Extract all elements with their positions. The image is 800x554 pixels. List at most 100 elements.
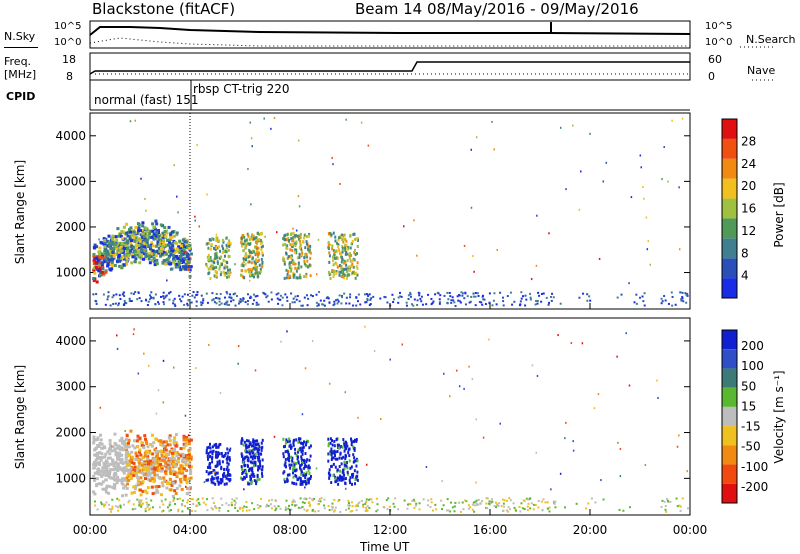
- velocity-echo: [102, 503, 105, 506]
- power-echo: [257, 258, 260, 262]
- velocity-echo: [129, 474, 133, 478]
- velocity-echo: [488, 500, 491, 503]
- velocity-echo: [254, 442, 257, 446]
- velocity-echo: [347, 507, 350, 510]
- power-echo: [663, 295, 666, 298]
- power-echo: [309, 294, 312, 297]
- power-echo: [253, 293, 256, 296]
- velocity-echo: [152, 441, 156, 445]
- power-echo: [332, 249, 335, 253]
- power-echo: [537, 291, 540, 294]
- velocity-echo: [216, 445, 219, 449]
- power-echo: [309, 256, 312, 260]
- power-echo: [461, 292, 464, 295]
- power-echo: [186, 302, 189, 305]
- power-colorbar-segment: [722, 218, 737, 239]
- power-echo: [466, 295, 469, 298]
- power-echo: [300, 265, 303, 269]
- power-echo: [306, 259, 309, 263]
- power-echo: [257, 303, 260, 306]
- power-echo: [678, 248, 681, 251]
- velocity-echo: [527, 502, 530, 505]
- power-echo: [331, 244, 334, 248]
- velocity-echo: [293, 500, 296, 503]
- velocity-echo: [201, 497, 204, 500]
- power-echo: [275, 293, 278, 296]
- velocity-echo: [293, 465, 296, 469]
- power-echo: [334, 239, 337, 243]
- power-echo: [250, 270, 253, 274]
- power-echo: [128, 251, 132, 255]
- velocity-echo: [256, 503, 259, 506]
- velocity-echo: [189, 457, 193, 461]
- velocity-echo: [233, 499, 236, 502]
- x-tick-label: 12:00: [373, 523, 408, 537]
- velocity-echo: [116, 347, 119, 350]
- velocity-echo: [259, 505, 262, 508]
- velocity-echo: [99, 438, 103, 442]
- power-echo: [195, 300, 198, 303]
- power-echo: [176, 264, 180, 268]
- power-echo: [250, 261, 253, 265]
- velocity-echo: [256, 475, 259, 479]
- power-echo: [172, 234, 176, 238]
- power-echo: [202, 297, 205, 300]
- velocity-echo: [529, 507, 532, 510]
- power-colorbar-segment: [722, 198, 737, 219]
- velocity-echo: [186, 499, 189, 502]
- power-echo: [279, 294, 282, 297]
- power-colorbar-segment: [722, 278, 737, 298]
- velocity-echo: [152, 470, 156, 474]
- velocity-echo: [300, 457, 303, 461]
- velocity-echo: [327, 471, 330, 475]
- velocity-echo: [217, 451, 220, 455]
- velocity-echo: [133, 439, 137, 443]
- power-echo: [154, 303, 157, 306]
- velocity-echo: [184, 436, 188, 440]
- power-echo: [413, 298, 416, 301]
- velocity-echo: [347, 448, 350, 452]
- velocity-echo: [198, 503, 201, 506]
- velocity-echo: [116, 497, 119, 500]
- power-echo: [288, 239, 291, 243]
- velocity-echo: [141, 466, 145, 470]
- velocity-echo: [265, 505, 268, 508]
- power-echo: [345, 250, 348, 254]
- velocity-echo: [258, 477, 261, 481]
- velocity-echo: [347, 504, 350, 507]
- power-echo: [178, 294, 181, 297]
- power-echo: [524, 304, 527, 307]
- velocity-echo: [259, 452, 262, 456]
- velocity-echo: [100, 442, 104, 446]
- velocity-echo: [295, 482, 298, 486]
- velocity-echo: [291, 456, 294, 460]
- velocity-echo: [294, 451, 297, 455]
- velocity-echo: [183, 478, 187, 482]
- velocity-echo: [288, 504, 291, 507]
- velocity-echo: [164, 498, 167, 501]
- velocity-echo: [160, 449, 164, 453]
- velocity-echo: [675, 497, 678, 500]
- velocity-echo: [189, 471, 193, 475]
- velocity-echo: [490, 498, 493, 501]
- velocity-echo: [300, 470, 303, 474]
- velocity-echo: [499, 422, 502, 425]
- velocity-echo: [99, 473, 103, 477]
- power-echo: [331, 269, 334, 273]
- power-echo: [298, 273, 301, 277]
- velocity-echo: [501, 498, 504, 501]
- velocity-echo: [520, 502, 523, 505]
- power-echo: [446, 301, 449, 304]
- power-ytick-label: 2000: [55, 220, 86, 234]
- power-echo: [134, 257, 138, 261]
- velocity-echo: [111, 505, 114, 508]
- velocity-echo: [120, 467, 122, 470]
- power-echo: [184, 243, 188, 247]
- power-echo: [647, 240, 650, 243]
- velocity-echo: [205, 451, 208, 455]
- power-echo: [661, 300, 664, 303]
- velocity-echo: [352, 440, 355, 444]
- velocity-echo: [164, 448, 168, 452]
- power-echo: [136, 238, 140, 242]
